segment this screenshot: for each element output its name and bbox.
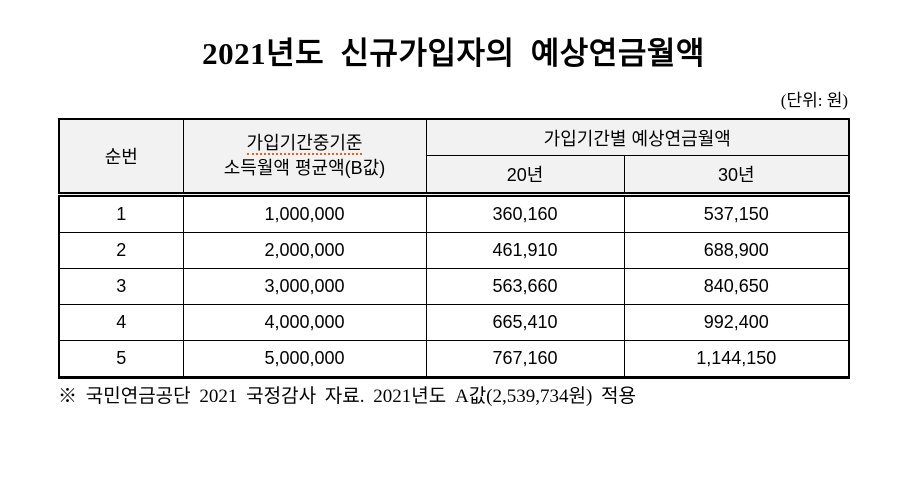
footnote: ※ 국민연금공단 2021 국정감사 자료. 2021년도 A값(2,539,7… [58,386,637,407]
cell-pension-30y: 537,150 [623,194,850,233]
table-header-row-2: 20년 30년 [59,155,850,197]
header-30-years: 30년 [623,155,850,197]
header-pension-group: 가입기간별 예상연금월액 [425,118,850,157]
table-row: 1 1,000,000 360,160 537,150 [58,194,850,233]
header-base-income: 가입기간중기준 소득월액 평균액(B값) [182,118,427,197]
cell-base-income: 5,000,000 [182,340,427,378]
cell-seq-no: 1 [58,194,184,233]
cell-pension-20y: 665,410 [425,304,625,341]
header-base-income-line1-text: 가입기간중기준 [246,133,363,155]
table-row: 5 5,000,000 767,160 1,144,150 [58,340,850,378]
header-seq-no: 순번 [58,118,184,197]
cell-seq-no: 2 [58,232,184,269]
cell-seq-no: 4 [58,304,184,341]
cell-pension-20y: 767,160 [425,340,625,378]
cell-pension-30y: 688,900 [623,232,850,269]
cell-seq-no: 5 [58,340,184,378]
table-row: 3 3,000,000 563,660 840,650 [58,268,850,305]
header-base-income-line1: 가입기간중기준 [184,131,426,156]
cell-base-income: 3,000,000 [182,268,427,305]
cell-pension-20y: 563,660 [425,268,625,305]
cell-base-income: 1,000,000 [182,194,427,233]
cell-pension-20y: 461,910 [425,232,625,269]
header-20-years: 20년 [425,155,625,197]
header-base-income-line2: 소득월액 평균액(B값) [223,158,386,178]
table-row: 2 2,000,000 461,910 688,900 [58,232,850,269]
cell-seq-no: 3 [58,268,184,305]
cell-pension-30y: 1,144,150 [623,340,850,378]
cell-pension-20y: 360,160 [425,194,625,233]
cell-pension-30y: 840,650 [623,268,850,305]
unit-note: (단위: 원) [780,91,848,110]
pension-table: 순번 가입기간중기준 소득월액 평균액(B값) 가입기간별 예상연금월액 20년… [58,118,851,379]
table-header-row-1: 순번 가입기간중기준 소득월액 평균액(B값) 가입기간별 예상연금월액 [58,118,850,197]
page-title: 2021년도 신규가입자의 예상연금월액 [202,36,705,71]
cell-base-income: 2,000,000 [182,232,427,269]
cell-pension-30y: 992,400 [623,304,850,341]
cell-base-income: 4,000,000 [182,304,427,341]
table-row: 4 4,000,000 665,410 992,400 [58,304,850,341]
